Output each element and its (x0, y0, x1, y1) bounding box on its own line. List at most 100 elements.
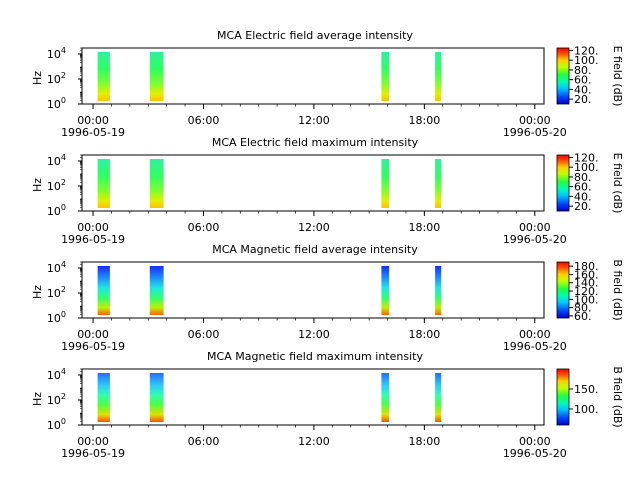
x-tick-label: 06:00 (188, 221, 220, 234)
spectrogram-segment (381, 159, 390, 208)
colorbar-tick-label: 20. (574, 93, 592, 106)
y-axis-label: Hz (31, 71, 44, 85)
colorbar-tick-label: 80. (574, 64, 592, 77)
date-label-right: 1996-05-20 (503, 447, 567, 460)
spectrogram-segment (149, 373, 164, 422)
spectrogram-segment (97, 373, 110, 422)
x-tick-label: 00:00 (77, 435, 109, 448)
colorbar-tick-label: 80. (574, 171, 592, 184)
panel-2: MCA Electric field maximum intensity 100 1… (31, 136, 624, 246)
colorbar (556, 47, 570, 105)
spectrogram-segment (149, 159, 164, 208)
x-tick-label: 00:00 (77, 328, 109, 341)
colorbar (556, 261, 570, 319)
x-tick-label: 00:00 (519, 328, 551, 341)
x-tick-label: 18:00 (409, 114, 441, 127)
y-tick-label: 102 (47, 71, 66, 86)
panel-title: MCA Magnetic field average intensity (212, 243, 418, 256)
colorbar-tick-label: 100. (574, 403, 599, 416)
date-label-right: 1996-05-20 (503, 233, 567, 246)
colorbar-tick-label: 120. (574, 285, 599, 298)
spectrogram-segment (97, 159, 110, 208)
panel-3: MCA Magnetic field average intensity 100 1… (31, 243, 624, 353)
plot-frame (81, 261, 545, 319)
date-label-right: 1996-05-20 (503, 126, 567, 139)
panel-title: MCA Electric field maximum intensity (212, 136, 419, 149)
colorbar-tick-label: 60. (574, 74, 592, 87)
colorbar-tick-label: 120. (574, 44, 599, 57)
date-label-left: 1996-05-19 (61, 447, 125, 460)
colorbar-tick-label: 100. (574, 161, 599, 174)
colorbar-tick-label: 150. (574, 383, 599, 396)
colorbar-tick-label: 120. (574, 151, 599, 164)
y-tick-label: 100 (47, 417, 66, 432)
colorbar-label: E field (dB) (611, 46, 624, 107)
x-tick-label: 00:00 (519, 435, 551, 448)
spectrogram-segment (381, 373, 390, 422)
x-tick-label: 06:00 (188, 435, 220, 448)
x-tick-label: 12:00 (298, 221, 330, 234)
y-tick-label: 104 (47, 153, 66, 168)
y-tick-label: 102 (47, 392, 66, 407)
spectrogram-segment (97, 52, 110, 101)
spectrogram-segment (381, 266, 390, 315)
colorbar-tick-label: 40. (574, 190, 592, 203)
colorbar-tick-label: 60. (574, 310, 592, 323)
spectrogram-segment (97, 266, 110, 315)
plot-frame (81, 47, 545, 105)
spectrogram-segment (149, 266, 164, 315)
colorbar-label: B field (dB) (611, 366, 624, 427)
x-tick-label: 06:00 (188, 328, 220, 341)
y-tick-label: 104 (47, 260, 66, 275)
x-tick-label: 18:00 (409, 435, 441, 448)
colorbar-tick-label: 80. (574, 302, 592, 315)
colorbar (556, 368, 570, 426)
y-axis-label: Hz (31, 178, 44, 192)
colorbar-label: B field (dB) (611, 259, 624, 320)
spectrogram-segment (435, 159, 442, 208)
x-tick-label: 00:00 (519, 114, 551, 127)
x-tick-label: 00:00 (77, 221, 109, 234)
x-tick-label: 18:00 (409, 221, 441, 234)
panel-title: MCA Magnetic field maximum intensity (207, 350, 423, 363)
colorbar-tick-label: 60. (574, 181, 592, 194)
spectrogram-segment (435, 373, 442, 422)
colorbar-tick-label: 20. (574, 200, 592, 213)
y-axis-label: Hz (31, 392, 44, 406)
y-tick-label: 100 (47, 310, 66, 325)
plot-frame (81, 154, 545, 212)
colorbar-tick-label: 160. (574, 268, 599, 281)
date-label-left: 1996-05-19 (61, 340, 125, 353)
y-tick-label: 102 (47, 285, 66, 300)
spectrogram-segment (381, 52, 390, 101)
colorbar-tick-label: 140. (574, 277, 599, 290)
y-tick-label: 102 (47, 178, 66, 193)
x-tick-label: 12:00 (298, 328, 330, 341)
y-tick-label: 104 (47, 367, 66, 382)
colorbar-tick-label: 180. (574, 260, 599, 273)
x-tick-label: 00:00 (519, 221, 551, 234)
panel-1: MCA Electric field average intensity 100 1… (31, 29, 624, 139)
x-tick-label: 00:00 (77, 114, 109, 127)
y-axis-label: Hz (31, 285, 44, 299)
spectrogram-segment (435, 52, 442, 101)
y-tick-label: 104 (47, 46, 66, 61)
panel-4: MCA Magnetic field maximum intensity 100 1… (31, 350, 624, 460)
x-tick-label: 18:00 (409, 328, 441, 341)
spectrogram-segment (435, 266, 442, 315)
colorbar-tick-label: 100. (574, 54, 599, 67)
date-label-right: 1996-05-20 (503, 340, 567, 353)
colorbar (556, 154, 570, 212)
x-tick-label: 06:00 (188, 114, 220, 127)
colorbar-tick-label: 40. (574, 83, 592, 96)
date-label-left: 1996-05-19 (61, 126, 125, 139)
y-tick-label: 100 (47, 96, 66, 111)
spectrogram-segment (149, 52, 164, 101)
date-label-left: 1996-05-19 (61, 233, 125, 246)
x-tick-label: 12:00 (298, 114, 330, 127)
colorbar-label: E field (dB) (611, 153, 624, 214)
y-tick-label: 100 (47, 203, 66, 218)
plot-frame (81, 368, 545, 426)
x-tick-label: 12:00 (298, 435, 330, 448)
